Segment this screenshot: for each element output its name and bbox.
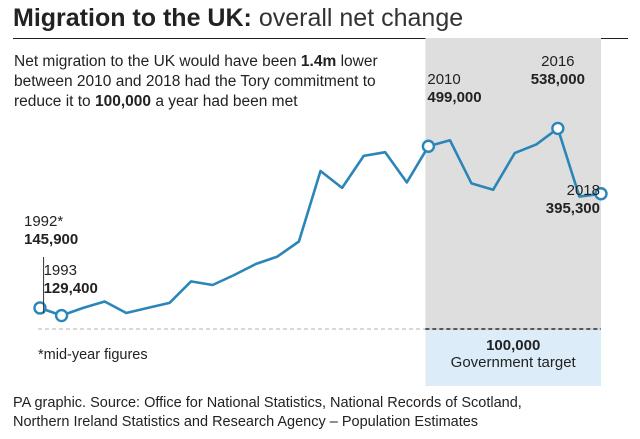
annotation-value-2010: 499,000 — [427, 89, 481, 106]
data-point-2018 — [594, 187, 608, 201]
source-line-1: PA graphic. Source: Office for National … — [13, 395, 522, 411]
annotation-value-2016: 538,000 — [531, 71, 585, 88]
intro-text: Net migration to the UK would have been … — [14, 52, 394, 112]
highlight-region-2010-2018 — [425, 38, 601, 329]
intro-part1: Net migration to the UK would have been — [14, 53, 301, 70]
data-point-2010 — [421, 139, 436, 153]
series-line-net-migration — [39, 127, 602, 317]
annotation-year-1993: 1993 — [44, 262, 77, 279]
intro-bold2: 100,000 — [95, 93, 152, 110]
data-point-1992 — [33, 301, 47, 315]
target-box — [425, 329, 601, 386]
source-line-2: Northern Ireland Statistics and Research… — [13, 414, 479, 430]
annotation-year-1992: 1992* — [24, 213, 63, 230]
annotation-year-2016: 2016 — [541, 53, 574, 70]
intro-part2: lower between 2010 and 2018 had the Tory… — [14, 53, 378, 110]
annotation-value-1992: 145,900 — [24, 231, 78, 248]
data-point-1993 — [54, 308, 69, 323]
data-point-2016 — [551, 121, 565, 136]
intro-bold1: 1.4m — [300, 53, 337, 70]
target-value-label: 100,000 — [486, 337, 540, 354]
intro-part3: a year had been met — [151, 93, 298, 110]
footnote: *mid-year figures — [38, 347, 148, 363]
chart-title: Migration to the UK: overall net change — [13, 2, 463, 34]
title-bold: Migration to the UK: — [13, 4, 252, 32]
title-divider — [13, 38, 628, 39]
title-light: overall net change — [258, 4, 464, 32]
annotation-year-2010: 2010 — [427, 71, 460, 88]
annotation-value-2018: 395,300 — [546, 200, 600, 217]
annotation-year-2018: 2018 — [567, 182, 600, 199]
annotation-value-1993: 129,400 — [44, 280, 98, 297]
source-note: PA graphic. Source: Office for National … — [13, 394, 522, 432]
target-text-label: Government target — [451, 354, 577, 371]
